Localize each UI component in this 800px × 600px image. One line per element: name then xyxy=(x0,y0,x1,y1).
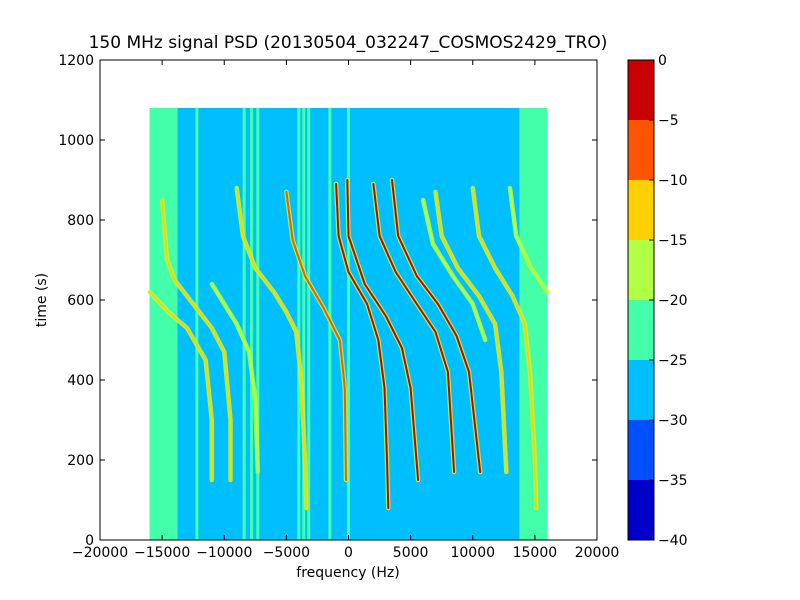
psd-trace xyxy=(346,179,420,481)
psd-vertical-line xyxy=(250,108,254,540)
colorbar-level xyxy=(628,240,654,300)
x-tick-label: 5000 xyxy=(393,545,429,561)
psd-trace xyxy=(434,191,508,473)
psd-trace xyxy=(391,179,482,473)
y-axis: 0 200 400 600 800 1000 1200 xyxy=(58,53,597,549)
x-tick-label: −5000 xyxy=(263,545,310,561)
colorbar-level xyxy=(628,480,654,540)
x-tick-label: −20000 xyxy=(72,545,128,561)
x-axis-label: frequency (Hz) xyxy=(296,565,399,581)
psd-trace xyxy=(285,191,347,481)
psd-trace xyxy=(210,283,259,473)
colorbar-tick-label: −35 xyxy=(658,473,688,489)
colorbar: 0 −5 −10 −15 −20 −25 −30 −35 −40 xyxy=(627,53,688,549)
psd-vertical-line xyxy=(195,108,199,540)
colorbar-level xyxy=(628,60,654,120)
y-tick-label: 0 xyxy=(85,533,94,549)
x-tick-label: 15000 xyxy=(513,545,558,561)
x-axis: −20000 −15000 −10000 −5000 0 5000 10000 15000 20… xyxy=(72,60,619,561)
colorbar-tick-label: −10 xyxy=(658,173,688,189)
colorbar-level xyxy=(628,300,654,360)
psd-vertical-line xyxy=(302,108,306,540)
colorbar-tick-label: −30 xyxy=(658,413,688,429)
y-tick-label: 1200 xyxy=(58,53,94,69)
psd-vertical-line xyxy=(347,108,350,540)
psd-trace xyxy=(235,187,308,509)
psd-trace xyxy=(335,183,390,509)
x-tick-label: 10000 xyxy=(450,545,495,561)
x-tick-label: 20000 xyxy=(575,545,620,561)
psd-trace xyxy=(509,187,549,293)
psd-trace xyxy=(422,199,487,341)
colorbar-tick-label: −15 xyxy=(658,233,688,249)
psd-trace xyxy=(372,183,456,473)
y-tick-label: 400 xyxy=(67,373,94,389)
colorbar-level xyxy=(628,120,654,180)
psd-vertical-line xyxy=(256,108,260,540)
colorbar-level xyxy=(628,360,654,420)
x-tick-label: −15000 xyxy=(134,545,190,561)
plot-area xyxy=(99,59,598,541)
psd-vertical-line xyxy=(297,108,301,540)
y-axis-label: time (s) xyxy=(34,273,50,327)
y-tick-label: 1000 xyxy=(58,133,94,149)
colorbar-tick-label: −20 xyxy=(658,293,688,309)
psd-trace xyxy=(471,187,538,509)
chart-title: 150 MHz signal PSD (20130504_032247_COSM… xyxy=(89,33,608,53)
colorbar-tick-label: −5 xyxy=(658,113,679,129)
y-tick-label: 800 xyxy=(67,213,94,229)
x-tick-label: 0 xyxy=(344,545,353,561)
psd-left-edge-band xyxy=(149,108,178,540)
colorbar-tick-label: −25 xyxy=(658,353,688,369)
colorbar-level xyxy=(628,180,654,240)
psd-vertical-line xyxy=(307,108,311,540)
y-tick-label: 200 xyxy=(67,453,94,469)
colorbar-tick-label: −40 xyxy=(658,533,688,549)
x-tick-label: −10000 xyxy=(196,545,252,561)
y-tick-label: 600 xyxy=(67,293,94,309)
colorbar-level xyxy=(628,420,654,480)
psd-trace xyxy=(148,291,213,481)
psd-trace xyxy=(161,199,232,481)
psd-vertical-line xyxy=(242,108,246,540)
colorbar-tick-label: 0 xyxy=(658,53,667,69)
